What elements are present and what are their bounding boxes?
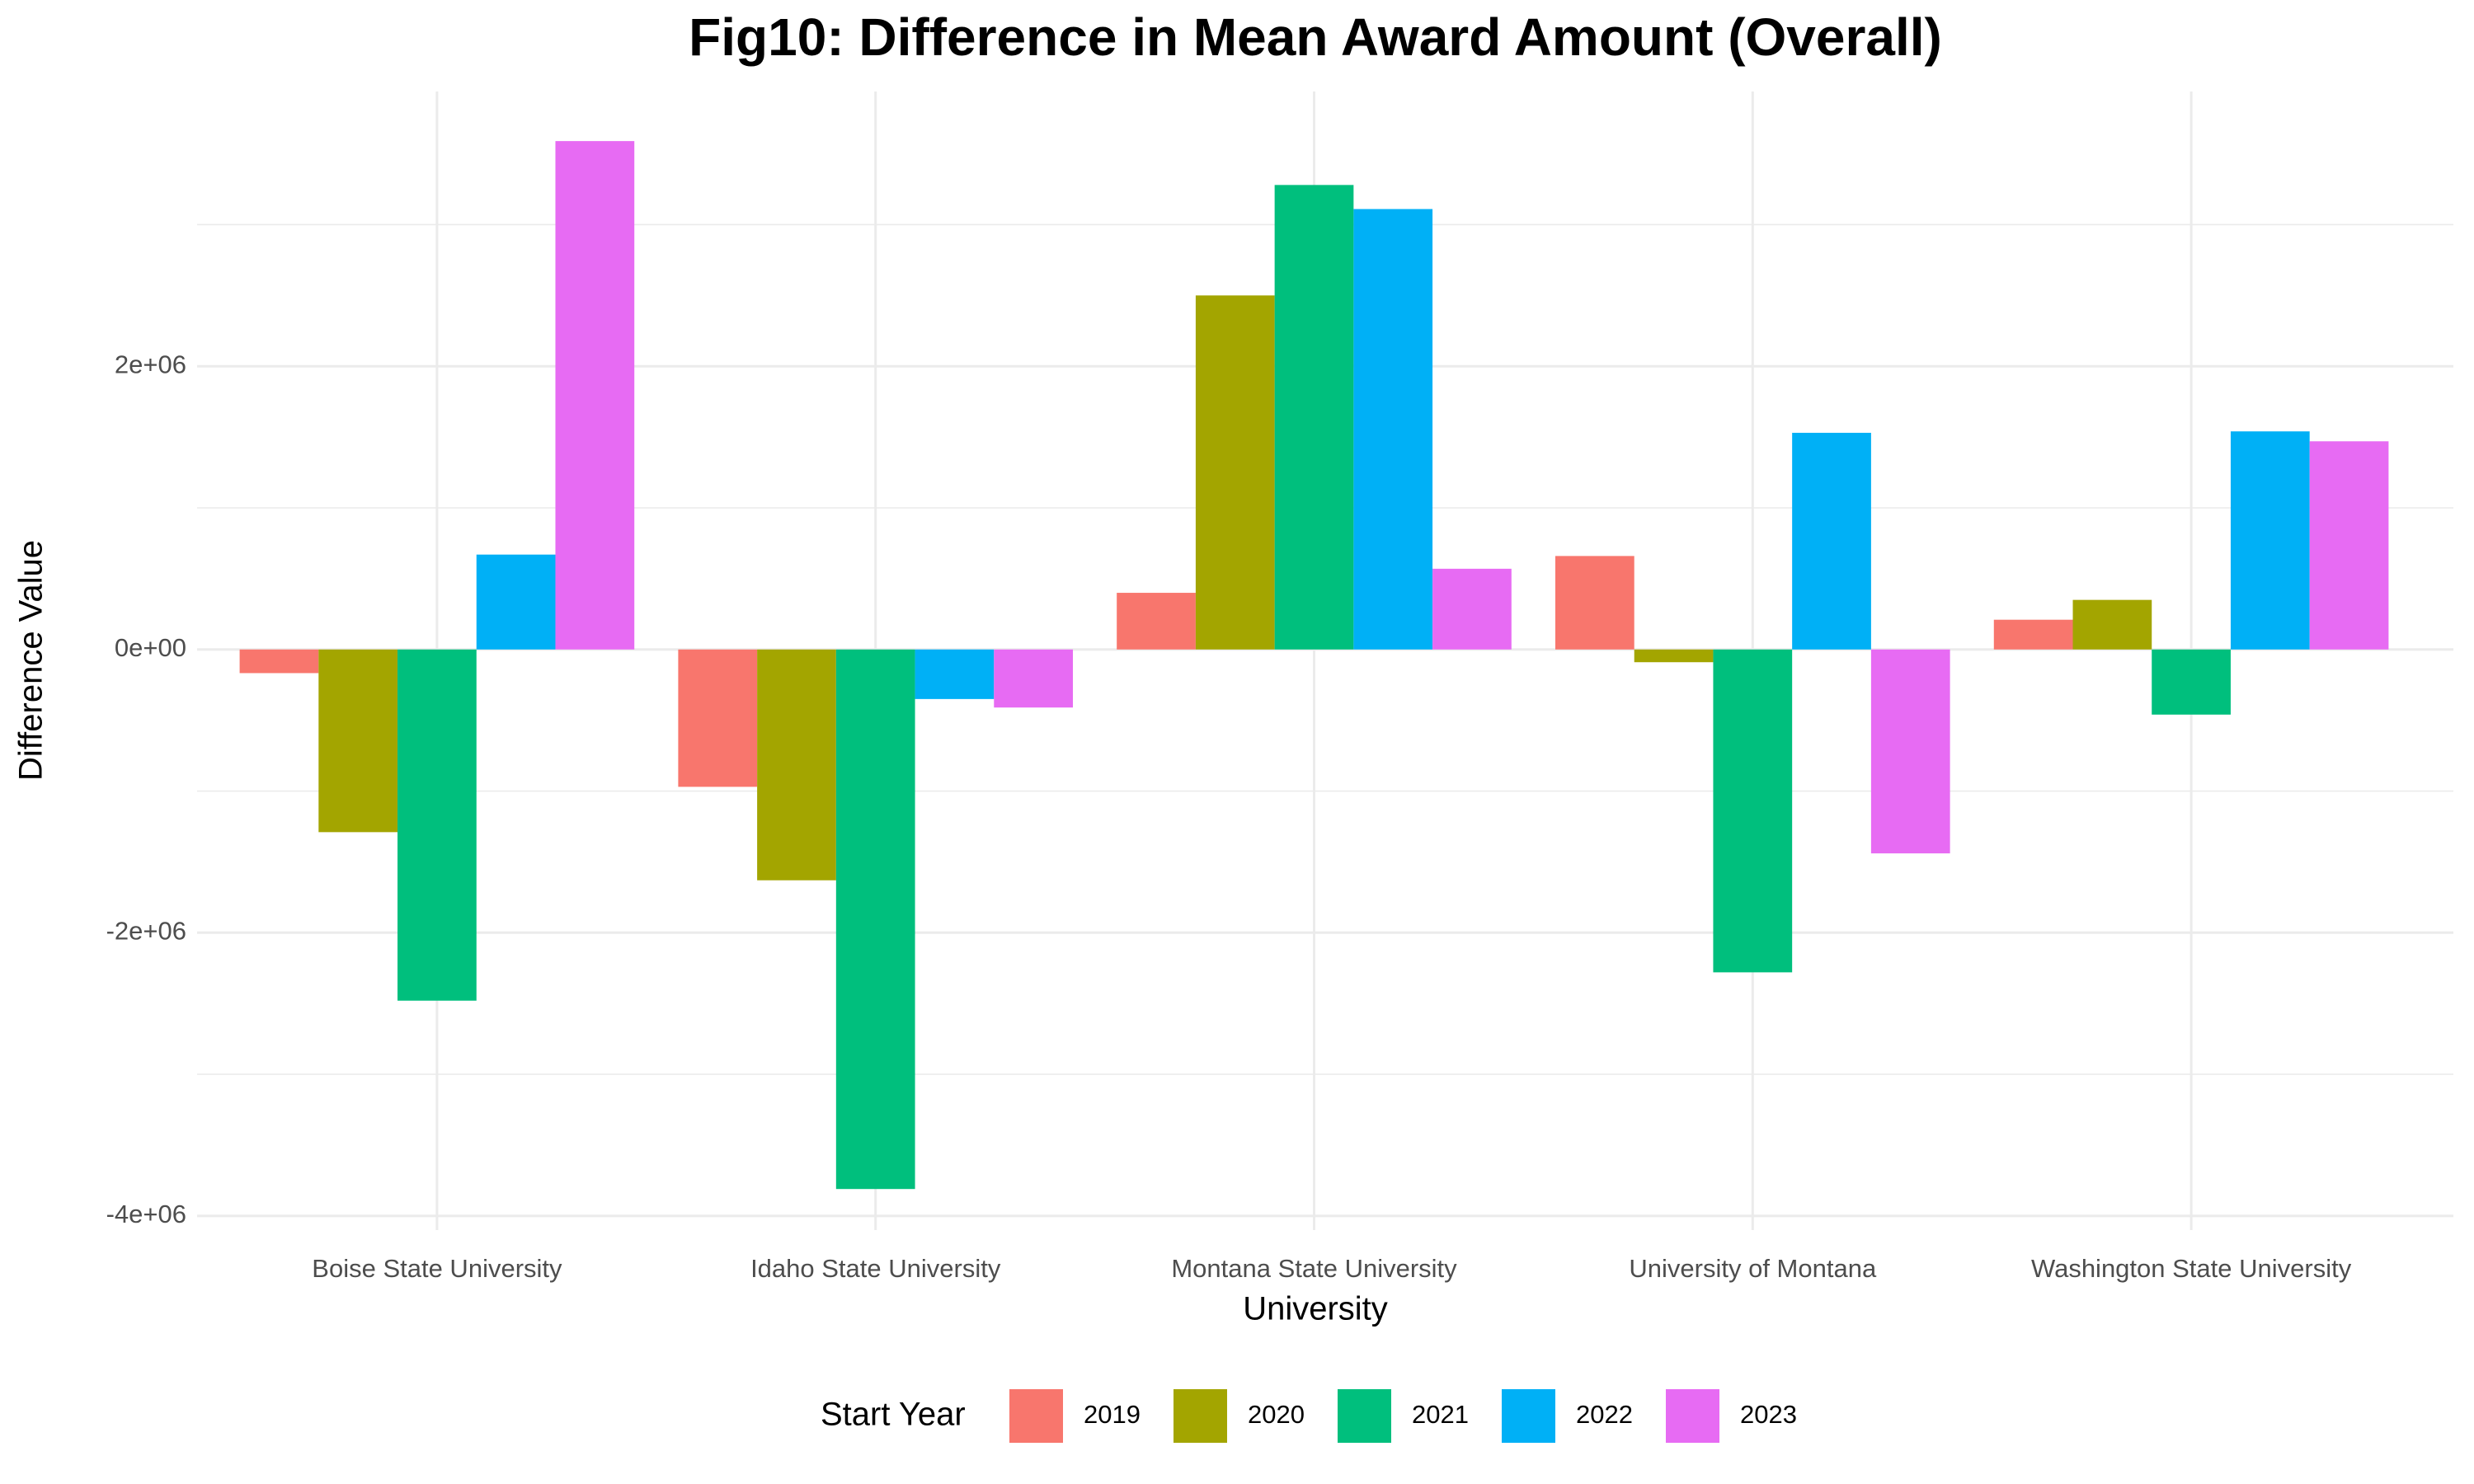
x-tick-label: Washington State University (2031, 1254, 2352, 1283)
bar (2309, 441, 2389, 650)
bar (1634, 649, 1714, 663)
bar (476, 554, 556, 650)
chart-title: Fig10: Difference in Mean Award Amount (… (689, 7, 1942, 67)
x-axis-title: University (1243, 1291, 1388, 1327)
bar (1554, 556, 1634, 650)
x-tick-label: Montana State University (1171, 1254, 1457, 1283)
legend-key (1338, 1389, 1391, 1443)
bar (555, 141, 635, 650)
legend-key (1174, 1389, 1227, 1443)
bar (2072, 599, 2152, 650)
legend-label: 2022 (1576, 1400, 1633, 1429)
bar (757, 649, 836, 881)
bar (1432, 568, 1512, 650)
y-axis-title: Difference Value (13, 540, 49, 781)
bar (2152, 649, 2231, 715)
legend-label: 2019 (1084, 1400, 1141, 1429)
x-tick-label: University of Montana (1629, 1254, 1877, 1283)
bar (2230, 431, 2310, 650)
legend-key (1666, 1389, 1719, 1443)
legend-key (1009, 1389, 1063, 1443)
bars (239, 141, 2389, 1190)
bar (1713, 649, 1793, 973)
bar (397, 649, 477, 1001)
bar (678, 649, 758, 787)
x-tick-label: Idaho State University (750, 1254, 1001, 1283)
legend-key (1502, 1389, 1555, 1443)
y-tick-label: 2e+06 (115, 350, 186, 378)
bar (1993, 619, 2073, 650)
bar (1870, 649, 1950, 854)
bar (1274, 185, 1354, 650)
bar (835, 649, 915, 1190)
bar (915, 649, 995, 699)
legend-label: 2021 (1412, 1400, 1469, 1429)
legend-title: Start Year (821, 1397, 966, 1433)
legend-label: 2023 (1740, 1400, 1797, 1429)
bar (1195, 295, 1275, 650)
bar (239, 649, 319, 674)
bar (1792, 432, 1871, 650)
x-tick-label: Boise State University (312, 1254, 562, 1283)
y-tick-label: 0e+00 (115, 633, 186, 662)
bar (994, 649, 1074, 708)
bar (1353, 209, 1433, 650)
bar (1117, 593, 1196, 650)
legend-label: 2020 (1248, 1400, 1305, 1429)
y-tick-label: -4e+06 (106, 1200, 186, 1228)
bar (318, 649, 398, 833)
y-tick-label: -2e+06 (106, 916, 186, 945)
